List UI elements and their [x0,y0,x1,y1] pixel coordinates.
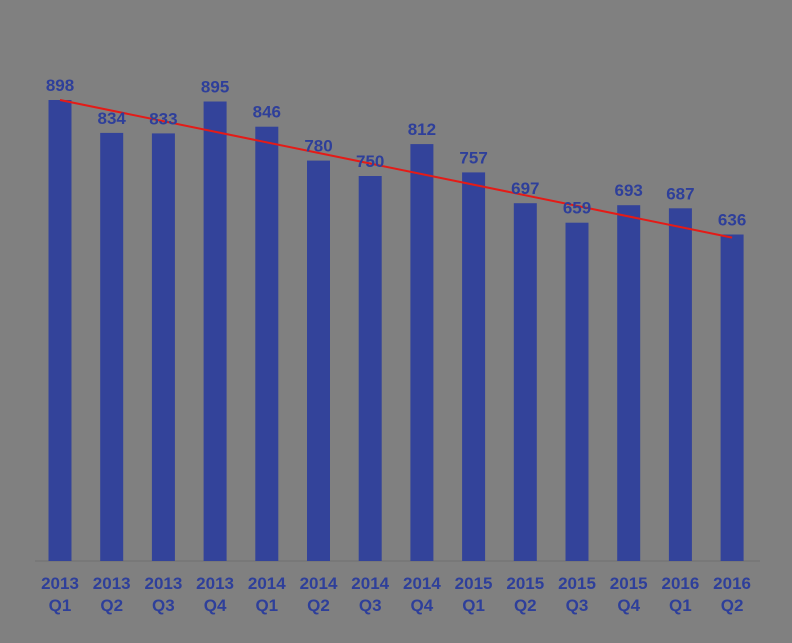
data-label: 636 [718,211,746,230]
x-tick-label: 2015 Q2 [506,574,544,615]
data-label: 833 [149,109,177,128]
x-tick-label: 2014 Q4 [403,574,441,615]
data-label: 750 [356,152,384,171]
x-tick-label: 2015 Q1 [455,574,493,615]
data-label: 812 [408,120,436,139]
x-tick-label: 2013 Q1 [41,574,79,615]
x-tick-label: 2014 Q2 [300,574,338,615]
x-tick-label: 2015 Q3 [558,574,596,615]
x-tick-label: 2013 Q4 [196,574,234,615]
bar-2013-q2 [100,132,124,561]
bar-2014-q3 [358,176,382,561]
data-label: 659 [563,199,591,218]
bar-2013-q3 [151,133,175,561]
data-label: 697 [511,179,539,198]
bar-2013-q1 [48,100,72,561]
data-label: 846 [253,103,281,122]
bars-group [48,100,744,562]
x-tick-label: 2015 Q4 [610,574,648,615]
bar-2015-q4 [617,205,641,561]
data-label: 898 [46,76,74,95]
bar-2015-q1 [462,172,486,561]
data-label: 693 [615,181,643,200]
bar-2013-q4 [203,101,227,561]
bar-2014-q2 [307,160,330,561]
x-tick-label: 2013 Q3 [144,574,182,615]
x-tick-labels-group: 2013 Q1 2013 Q2 2013 Q3 2013 Q4 2014 Q1 2014 Q2 2014… [41,574,751,615]
x-tick-label: 2014 Q3 [351,574,389,615]
bar-2016-q1 [668,208,692,562]
bar-2014-q4 [410,144,434,561]
x-tick-label: 2016 Q1 [661,574,699,615]
bar-2015-q2 [513,203,537,561]
bar-2014-q1 [255,126,279,561]
data-label: 687 [666,184,694,203]
bar-2015-q3 [565,222,589,561]
data-label: 757 [459,148,487,167]
x-tick-label: 2014 Q1 [248,574,286,615]
bar-2016-q2 [720,234,744,561]
x-tick-label: 2013 Q2 [93,574,131,615]
data-label: 780 [304,137,332,156]
value-labels-group: 898 834 833 895 846 780 750 812 757 697 659 693 687 6… [46,76,746,230]
data-label: 834 [98,109,127,128]
trendline [59,99,733,239]
x-tick-label: 2016 Q2 [713,574,751,615]
data-label: 895 [201,78,229,97]
